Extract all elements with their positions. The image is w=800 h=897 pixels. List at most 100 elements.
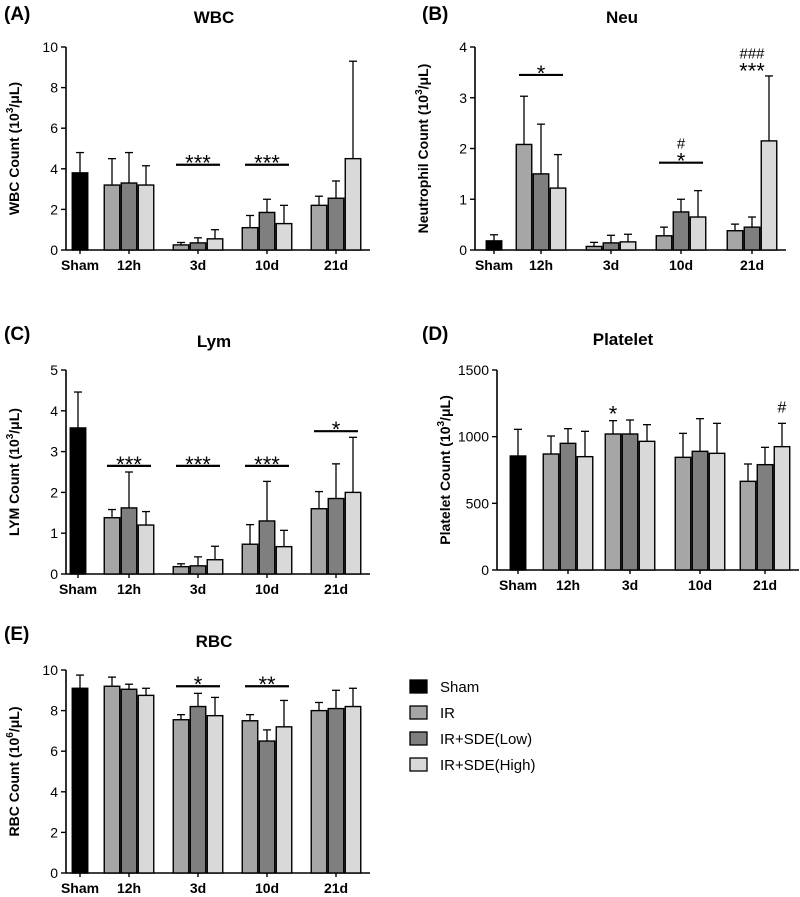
bar-ir xyxy=(310,508,328,575)
y-tick-label: 5 xyxy=(50,362,58,378)
y-axis-label: Neutrophil Count (103/μL) xyxy=(414,64,431,234)
bar-ir-sde-low xyxy=(120,688,138,874)
bar-ir xyxy=(172,244,190,251)
bar-ir-sde-low xyxy=(532,173,550,251)
bar-ir-sde-low xyxy=(327,197,345,251)
significance-marker: *** xyxy=(185,452,211,477)
panel-title: Platelet xyxy=(593,330,654,349)
bar-ir-sde-high xyxy=(137,524,155,575)
bar-ir-sde-high xyxy=(344,705,362,874)
bar-ir-sde-low xyxy=(327,707,345,874)
bar-ir-sde-high xyxy=(137,184,155,251)
x-tick-label: 21d xyxy=(753,577,777,593)
panel-label: (A) xyxy=(4,4,30,25)
bar-ir-sde-high xyxy=(619,241,637,251)
legend-label: Sham xyxy=(440,679,479,696)
x-tick-label: 3d xyxy=(622,577,638,593)
y-tick-label: 1 xyxy=(459,191,467,207)
bar-sham xyxy=(71,687,89,874)
bar-ir-sde-high xyxy=(576,455,594,571)
panel-label: (E) xyxy=(4,624,29,645)
bar-ir-sde-high xyxy=(137,694,155,874)
bar-sham xyxy=(485,240,503,251)
panel-title: Neu xyxy=(606,8,638,27)
x-tick-label: 10d xyxy=(255,880,279,896)
bar-ir-sde-high xyxy=(206,559,224,575)
panel-e: (E) RBC RBC Count (106/μL) 0 2 4 6 8 10 Sham 12h 3d… xyxy=(4,624,370,896)
significance-marker: *** xyxy=(116,452,142,477)
bar-ir-sde-low xyxy=(189,565,207,575)
bar-ir xyxy=(655,235,673,251)
y-tick-label: 1000 xyxy=(458,429,489,445)
bar-ir xyxy=(172,565,190,575)
significance-marker: # xyxy=(778,399,787,416)
x-tick-label: 12h xyxy=(117,581,141,597)
y-tick-label: 6 xyxy=(50,743,58,759)
significance-marker: * xyxy=(332,417,341,442)
bar-ir-sde-low xyxy=(120,507,138,575)
legend-label: IR+SDE(High) xyxy=(440,757,535,774)
bar-ir xyxy=(515,143,533,251)
y-tick-label: 10 xyxy=(42,39,58,55)
y-tick-label: 4 xyxy=(459,39,467,55)
y-axis-label: Platelet Count (103/μL) xyxy=(436,395,453,544)
bar-ir-sde-high xyxy=(344,491,362,575)
bar-ir-sde-high xyxy=(549,187,567,251)
x-tick-label: 21d xyxy=(324,257,348,273)
bar-ir-sde-low xyxy=(602,242,620,251)
bar-ir-sde-high xyxy=(760,140,778,251)
x-tick-label: Sham xyxy=(475,257,513,273)
bar-ir xyxy=(172,719,190,874)
bar-ir xyxy=(726,230,744,251)
x-tick-label: 12h xyxy=(117,257,141,273)
y-tick-label: 2 xyxy=(50,484,58,500)
y-tick-label: 4 xyxy=(50,161,58,177)
bar-ir xyxy=(585,245,603,251)
y-tick-label: 2 xyxy=(50,201,58,217)
x-tick-label: 12h xyxy=(556,577,580,593)
bar-ir xyxy=(241,226,259,251)
significance-marker: * xyxy=(609,401,618,426)
y-tick-label: 2 xyxy=(459,141,467,157)
bar-ir-sde-low xyxy=(756,463,774,571)
y-tick-label: 2 xyxy=(50,824,58,840)
y-tick-label: 6 xyxy=(50,120,58,136)
x-tick-label: 21d xyxy=(324,581,348,597)
x-tick-label: 21d xyxy=(324,880,348,896)
panel-d: (D) Platelet Platelet Count (103/μL) 0 500 10… xyxy=(422,324,799,593)
bar-ir-sde-low xyxy=(327,497,345,575)
bar-ir-sde-high xyxy=(275,222,293,251)
legend-swatch xyxy=(409,679,428,694)
y-tick-label: 500 xyxy=(466,495,490,511)
bar-ir-sde-low xyxy=(672,211,690,251)
panel-title: Lym xyxy=(197,332,231,351)
x-tick-label: 21d xyxy=(740,257,764,273)
y-tick-label: 3 xyxy=(50,444,58,460)
x-tick-label: Sham xyxy=(61,257,99,273)
x-tick-label: Sham xyxy=(499,577,537,593)
bar-sham xyxy=(509,455,527,571)
bar-ir-sde-low xyxy=(258,520,276,575)
significance-marker: * xyxy=(677,149,686,174)
bar-sham xyxy=(69,427,87,575)
bar-ir xyxy=(103,184,121,251)
bar-ir-sde-low xyxy=(743,226,761,251)
bar-ir-sde-high xyxy=(689,216,707,251)
y-tick-label: 4 xyxy=(50,403,58,419)
legend-swatch xyxy=(409,757,428,772)
x-tick-label: 3d xyxy=(190,880,206,896)
bar-ir-sde-high xyxy=(638,440,656,571)
significance-marker-secondary: # xyxy=(677,136,686,153)
bar-ir-sde-high xyxy=(773,445,791,571)
y-tick-label: 3 xyxy=(459,90,467,106)
y-tick-label: 0 xyxy=(50,242,58,258)
bar-ir-sde-low xyxy=(189,705,207,874)
x-tick-label: 10d xyxy=(669,257,693,273)
bar-ir xyxy=(103,685,121,874)
bar-ir-sde-low xyxy=(120,182,138,251)
x-tick-label: 10d xyxy=(688,577,712,593)
significance-marker: *** xyxy=(254,452,280,477)
panel-c: (C) Lym LYM Count (103/μL) 0 1 2 3 4 5 Sham 12h 3d 1… xyxy=(4,324,370,597)
panel-label: (C) xyxy=(4,324,30,345)
y-axis-label: WBC Count (103/μL) xyxy=(5,82,22,215)
